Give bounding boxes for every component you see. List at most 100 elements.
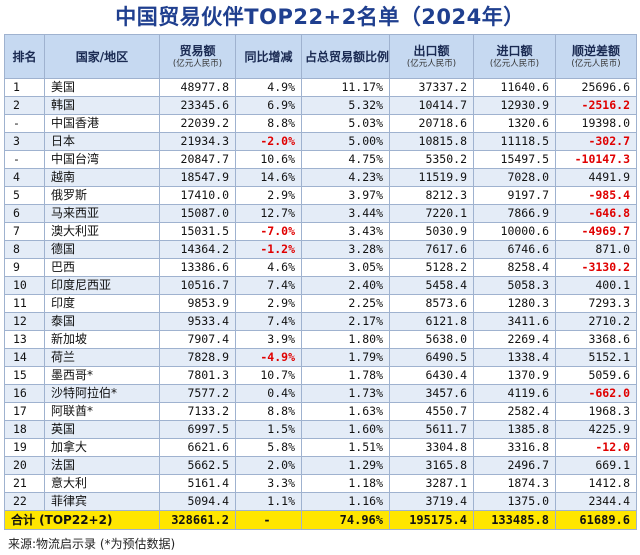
table-row: 19 加拿大 6621.6 5.8% 1.51% 3304.8 3316.8 -12.0 [4,438,637,457]
row-country: 马来西亚 [44,204,160,223]
table-row: 6 马来西亚 15087.0 12.7% 3.44% 7220.1 7866.9 -646.8 [4,204,637,223]
row-export: 5128.2 [389,258,474,277]
row-rank: 13 [4,330,45,349]
row-export: 5638.0 [389,330,474,349]
row-balance: 1412.8 [555,474,637,493]
row-balance: -2516.2 [555,96,637,115]
row-yoy: 4.6% [235,258,302,277]
page-title: 中国贸易伙伴TOP22+2名单（2024年） [115,5,525,29]
row-balance: 3368.6 [555,330,637,349]
table-row: 17 阿联酋* 7133.2 8.8% 1.63% 4550.7 2582.4 1968.3 [4,402,637,421]
row-rank: 20 [4,456,45,475]
row-country: 印度尼西亚 [44,276,160,295]
row-import: 6746.6 [473,240,556,259]
row-country: 菲律宾 [44,492,160,511]
total-balance: 61689.6 [555,510,637,530]
row-rank: 7 [4,222,45,241]
row-import: 7028.0 [473,168,556,187]
row-yoy: 7.4% [235,276,302,295]
row-trade: 9853.9 [159,294,236,313]
row-export: 3457.6 [389,384,474,403]
table-row: 5 俄罗斯 17410.0 2.9% 3.97% 8212.3 9197.7 -985.4 [4,186,637,205]
row-yoy: 4.9% [235,78,302,97]
row-import: 2269.4 [473,330,556,349]
row-share: 1.29% [301,456,390,475]
row-export: 37337.2 [389,78,474,97]
row-country: 巴西 [44,258,160,277]
total-trade: 328661.2 [159,510,236,530]
row-rank: 5 [4,186,45,205]
row-export: 5611.7 [389,420,474,439]
row-trade: 7133.2 [159,402,236,421]
row-yoy: 3.3% [235,474,302,493]
table-row: 12 泰国 9533.4 7.4% 2.17% 6121.8 3411.6 2710.2 [4,312,637,331]
row-rank: 16 [4,384,45,403]
table-row: 15 墨西哥* 7801.3 10.7% 1.78% 6430.4 1370.9 5059.6 [4,366,637,385]
row-trade: 21934.3 [159,132,236,151]
row-country: 意大利 [44,474,160,493]
row-share: 3.97% [301,186,390,205]
header-balance: 顺逆差额 (亿元人民币) [555,34,637,79]
header-yoy: 同比增减 [235,34,302,79]
row-country: 印度 [44,294,160,313]
row-share: 1.51% [301,438,390,457]
row-export: 5030.9 [389,222,474,241]
row-rank: - [4,114,45,133]
row-yoy: 6.9% [235,96,302,115]
table-row: 10 印度尼西亚 10516.7 7.4% 2.40% 5458.4 5058.3 400.1 [4,276,637,295]
row-trade: 10516.7 [159,276,236,295]
row-share: 4.75% [301,150,390,169]
row-trade: 14364.2 [159,240,236,259]
row-yoy: 8.8% [235,114,302,133]
total-share: 74.96% [301,510,390,530]
row-country: 俄罗斯 [44,186,160,205]
row-rank: 17 [4,402,45,421]
row-country: 中国台湾 [44,150,160,169]
row-export: 3719.4 [389,492,474,511]
table-row: - 中国香港 22039.2 8.8% 5.03% 20718.6 1320.6 19398.… [4,114,637,133]
row-trade: 5161.4 [159,474,236,493]
row-trade: 48977.8 [159,78,236,97]
row-import: 1375.0 [473,492,556,511]
row-yoy: 1.1% [235,492,302,511]
row-yoy: 5.8% [235,438,302,457]
total-import: 133485.8 [473,510,556,530]
total-export: 195175.4 [389,510,474,530]
row-country: 美国 [44,78,160,97]
row-country: 泰国 [44,312,160,331]
row-trade: 22039.2 [159,114,236,133]
row-country: 德国 [44,240,160,259]
row-export: 3165.8 [389,456,474,475]
row-country: 荷兰 [44,348,160,367]
table-row: 11 印度 9853.9 2.9% 2.25% 8573.6 1280.3 7293.3 [4,294,637,313]
row-import: 11640.6 [473,78,556,97]
row-yoy: 7.4% [235,312,302,331]
row-trade: 9533.4 [159,312,236,331]
row-balance: 25696.6 [555,78,637,97]
row-rank: 18 [4,420,45,439]
row-country: 越南 [44,168,160,187]
table-row: 4 越南 18547.9 14.6% 4.23% 11519.9 7028.0 4491.9 [4,168,637,187]
row-export: 3304.8 [389,438,474,457]
row-share: 3.05% [301,258,390,277]
row-rank: 2 [4,96,45,115]
table-row: 1 美国 48977.8 4.9% 11.17% 37337.2 11640.6 25696.… [4,78,637,97]
row-import: 7866.9 [473,204,556,223]
row-country: 韩国 [44,96,160,115]
row-trade: 5662.5 [159,456,236,475]
row-balance: -12.0 [555,438,637,457]
row-balance: -985.4 [555,186,637,205]
row-balance: 1968.3 [555,402,637,421]
row-yoy: -7.0% [235,222,302,241]
row-import: 1874.3 [473,474,556,493]
header-import: 进口额 (亿元人民币) [473,34,556,79]
table-row: 22 菲律宾 5094.4 1.1% 1.16% 3719.4 1375.0 2344.4 [4,492,637,511]
row-import: 1370.9 [473,366,556,385]
row-yoy: -2.0% [235,132,302,151]
table-row: 20 法国 5662.5 2.0% 1.29% 3165.8 2496.7 669.1 [4,456,637,475]
row-import: 5058.3 [473,276,556,295]
row-country: 英国 [44,420,160,439]
row-balance: 871.0 [555,240,637,259]
row-share: 1.18% [301,474,390,493]
row-trade: 18547.9 [159,168,236,187]
